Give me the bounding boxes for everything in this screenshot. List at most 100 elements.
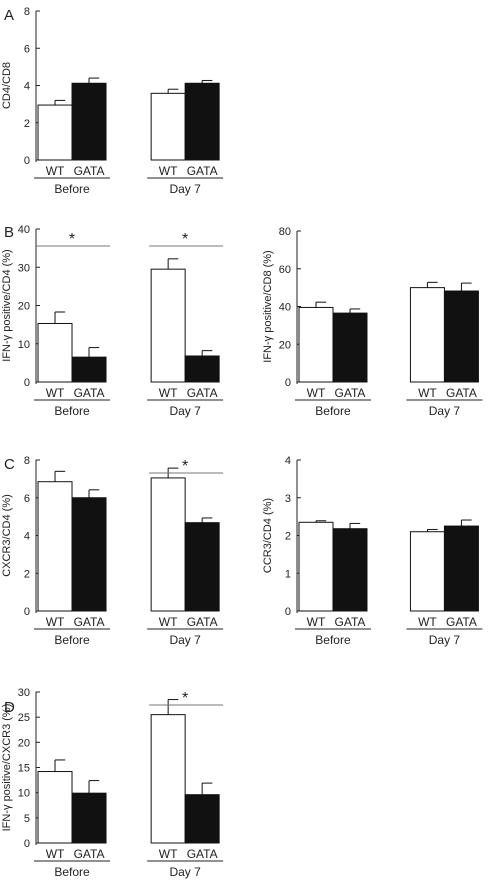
category-label: WT [159, 847, 178, 861]
chart-panel-3: C 0 2 4 6 8 CXCR3/CD4 (%) WT GATA Before WT GATA Day… [1, 455, 224, 647]
y-axis-label: CXCR3/CD4 (%) [1, 494, 13, 577]
category-label: WT [46, 386, 65, 400]
category-label: GATA [187, 164, 218, 178]
bar-wt-0 [37, 322, 73, 383]
significance-label: * [182, 458, 188, 475]
bar-wt-1 [150, 92, 186, 161]
y-tick-label: 30 [18, 262, 30, 274]
group-label: Day 7 [429, 404, 461, 418]
panel-label: A [4, 7, 14, 24]
group-label: Day 7 [169, 182, 201, 196]
bar-wt-1 [150, 268, 186, 383]
bar-gata-1 [443, 525, 479, 612]
y-axis-label: IFN-γ positive/CD8 (%) [262, 250, 274, 362]
category-label: GATA [74, 386, 105, 400]
bar-wt-1 [150, 714, 186, 844]
chart-panel-0: A 0 2 4 6 8 CD4/CD8 WT GATA Before WT GATA Day 7 [1, 6, 224, 196]
bar-gata-0 [332, 312, 368, 383]
y-tick-label: 0 [24, 377, 30, 389]
y-tick-label: 0 [285, 377, 291, 389]
y-tick-label: 40 [18, 224, 30, 236]
category-label: GATA [446, 615, 477, 629]
group-label: Day 7 [169, 404, 201, 418]
y-tick-label: 10 [18, 339, 30, 351]
panel-label: C [4, 456, 15, 473]
significance-label: * [69, 231, 75, 248]
category-label: GATA [74, 615, 105, 629]
category-label: GATA [187, 615, 218, 629]
bar-gata-1 [184, 522, 220, 612]
category-label: GATA [335, 386, 366, 400]
bar-wt-1 [409, 531, 445, 612]
y-tick-label: 15 [18, 763, 30, 775]
y-axis-label: IFN-γ positive/CXCR3 (%) [1, 704, 13, 832]
y-tick-label: 0 [285, 606, 291, 618]
category-label: GATA [335, 615, 366, 629]
category-label: WT [46, 847, 65, 861]
group-label: Day 7 [169, 865, 201, 879]
group-label: Day 7 [429, 633, 461, 647]
bar-wt-1 [150, 477, 186, 612]
y-tick-label: 8 [24, 455, 30, 467]
category-label: WT [418, 386, 437, 400]
bar-gata-0 [71, 356, 107, 383]
y-tick-label: 1 [285, 568, 291, 580]
y-tick-label: 20 [279, 339, 291, 351]
group-label: Before [315, 404, 351, 418]
category-label: WT [46, 615, 65, 629]
group-label: Before [54, 633, 90, 647]
bar-wt-1 [409, 287, 445, 383]
bar-wt-0 [298, 306, 334, 383]
group-label: Before [54, 182, 90, 196]
chart-panel-2: 0 20 40 60 80 IFN-γ positive/CD8 (%) WT GATA Bef… [262, 226, 483, 418]
group-label: Day 7 [169, 633, 201, 647]
chart-panel-1: B 0 10 20 30 40 IFN-γ positive/CD4 (%) WT GATA Be… [1, 224, 224, 418]
group-label: Before [54, 865, 90, 879]
category-label: WT [307, 615, 326, 629]
y-axis-label: IFN-γ positive/CD4 (%) [1, 249, 13, 361]
category-label: WT [159, 386, 178, 400]
y-tick-label: 3 [285, 493, 291, 505]
y-axis-label: CCR3/CD4 (%) [262, 498, 274, 573]
chart-panel-4: 0 1 2 3 4 CCR3/CD4 (%) WT GATA Before WT GATA Day 7 [262, 455, 483, 647]
y-tick-label: 2 [285, 531, 291, 543]
panel-label: D [4, 699, 15, 716]
y-tick-label: 60 [279, 264, 291, 276]
bar-wt-0 [298, 521, 334, 612]
category-label: GATA [187, 386, 218, 400]
chart-panel-5: D 0 5 10 15 20 25 30 IFN-γ positive/CXCR3 (%) WT G… [1, 687, 224, 879]
category-label: WT [418, 615, 437, 629]
bar-wt-0 [37, 481, 73, 612]
category-label: GATA [74, 847, 105, 861]
y-axis-label: CD4/CD8 [1, 62, 13, 109]
y-tick-label: 25 [18, 712, 30, 724]
y-tick-label: 8 [24, 6, 30, 18]
category-label: WT [159, 164, 178, 178]
y-tick-label: 30 [18, 687, 30, 699]
y-tick-label: 4 [285, 455, 291, 467]
bar-wt-0 [37, 104, 73, 161]
y-tick-label: 40 [279, 302, 291, 314]
y-tick-label: 20 [18, 737, 30, 749]
category-label: GATA [74, 164, 105, 178]
category-label: WT [307, 386, 326, 400]
panel-label: B [4, 224, 14, 241]
bar-gata-0 [332, 528, 368, 612]
y-tick-label: 4 [24, 81, 30, 93]
bar-gata-1 [184, 794, 220, 844]
bar-gata-1 [184, 82, 220, 161]
bar-gata-0 [71, 792, 107, 844]
significance-label: * [182, 690, 188, 707]
bar-gata-0 [71, 82, 107, 161]
category-label: GATA [446, 386, 477, 400]
bar-wt-0 [37, 771, 73, 844]
category-label: WT [46, 164, 65, 178]
y-tick-label: 10 [18, 788, 30, 800]
y-tick-label: 4 [24, 531, 30, 543]
y-tick-label: 0 [24, 838, 30, 850]
bar-gata-0 [71, 497, 107, 612]
y-tick-label: 6 [24, 43, 30, 55]
y-tick-label: 5 [24, 813, 30, 825]
category-label: GATA [187, 847, 218, 861]
